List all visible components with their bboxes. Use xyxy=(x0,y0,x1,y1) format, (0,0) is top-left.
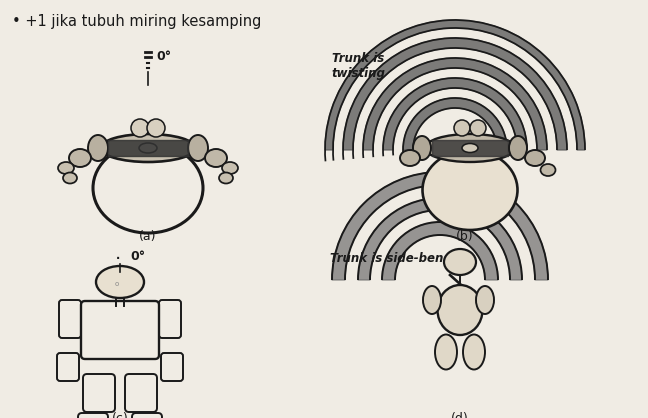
Ellipse shape xyxy=(444,249,476,275)
Ellipse shape xyxy=(413,136,431,160)
Text: (c): (c) xyxy=(111,412,128,418)
Ellipse shape xyxy=(435,334,457,370)
Text: 0°: 0° xyxy=(156,50,171,63)
Text: ·: · xyxy=(115,250,121,269)
Ellipse shape xyxy=(437,285,483,335)
Ellipse shape xyxy=(100,134,196,162)
Polygon shape xyxy=(332,172,548,280)
Circle shape xyxy=(147,119,165,137)
Ellipse shape xyxy=(219,173,233,184)
Ellipse shape xyxy=(422,150,518,230)
Polygon shape xyxy=(343,38,567,150)
Text: o: o xyxy=(115,281,119,287)
Ellipse shape xyxy=(139,143,157,153)
Ellipse shape xyxy=(462,143,478,153)
Ellipse shape xyxy=(509,136,527,160)
Polygon shape xyxy=(383,78,527,150)
Circle shape xyxy=(470,120,486,136)
Text: (a): (a) xyxy=(139,230,157,243)
Ellipse shape xyxy=(96,266,144,298)
Ellipse shape xyxy=(423,286,441,314)
Ellipse shape xyxy=(63,173,77,184)
Text: Trunk is
twisting: Trunk is twisting xyxy=(332,52,386,80)
Circle shape xyxy=(454,120,470,136)
Text: 0°: 0° xyxy=(130,250,145,263)
Polygon shape xyxy=(363,58,547,150)
Text: (d): (d) xyxy=(451,412,469,418)
Ellipse shape xyxy=(205,149,227,167)
Polygon shape xyxy=(382,222,498,280)
Ellipse shape xyxy=(188,135,208,161)
Ellipse shape xyxy=(425,134,515,162)
Ellipse shape xyxy=(540,164,555,176)
Circle shape xyxy=(131,119,149,137)
Polygon shape xyxy=(358,198,522,280)
Ellipse shape xyxy=(222,162,238,174)
Text: Trunk is side-bending: Trunk is side-bending xyxy=(330,252,472,265)
Polygon shape xyxy=(325,20,585,150)
Ellipse shape xyxy=(525,150,545,166)
Ellipse shape xyxy=(58,162,74,174)
Ellipse shape xyxy=(400,150,420,166)
Polygon shape xyxy=(403,98,507,150)
Ellipse shape xyxy=(69,149,91,167)
Ellipse shape xyxy=(88,135,108,161)
Text: (b): (b) xyxy=(456,230,474,243)
Ellipse shape xyxy=(463,334,485,370)
Ellipse shape xyxy=(476,286,494,314)
Text: • +1 jika tubuh miring kesamping: • +1 jika tubuh miring kesamping xyxy=(12,14,261,29)
